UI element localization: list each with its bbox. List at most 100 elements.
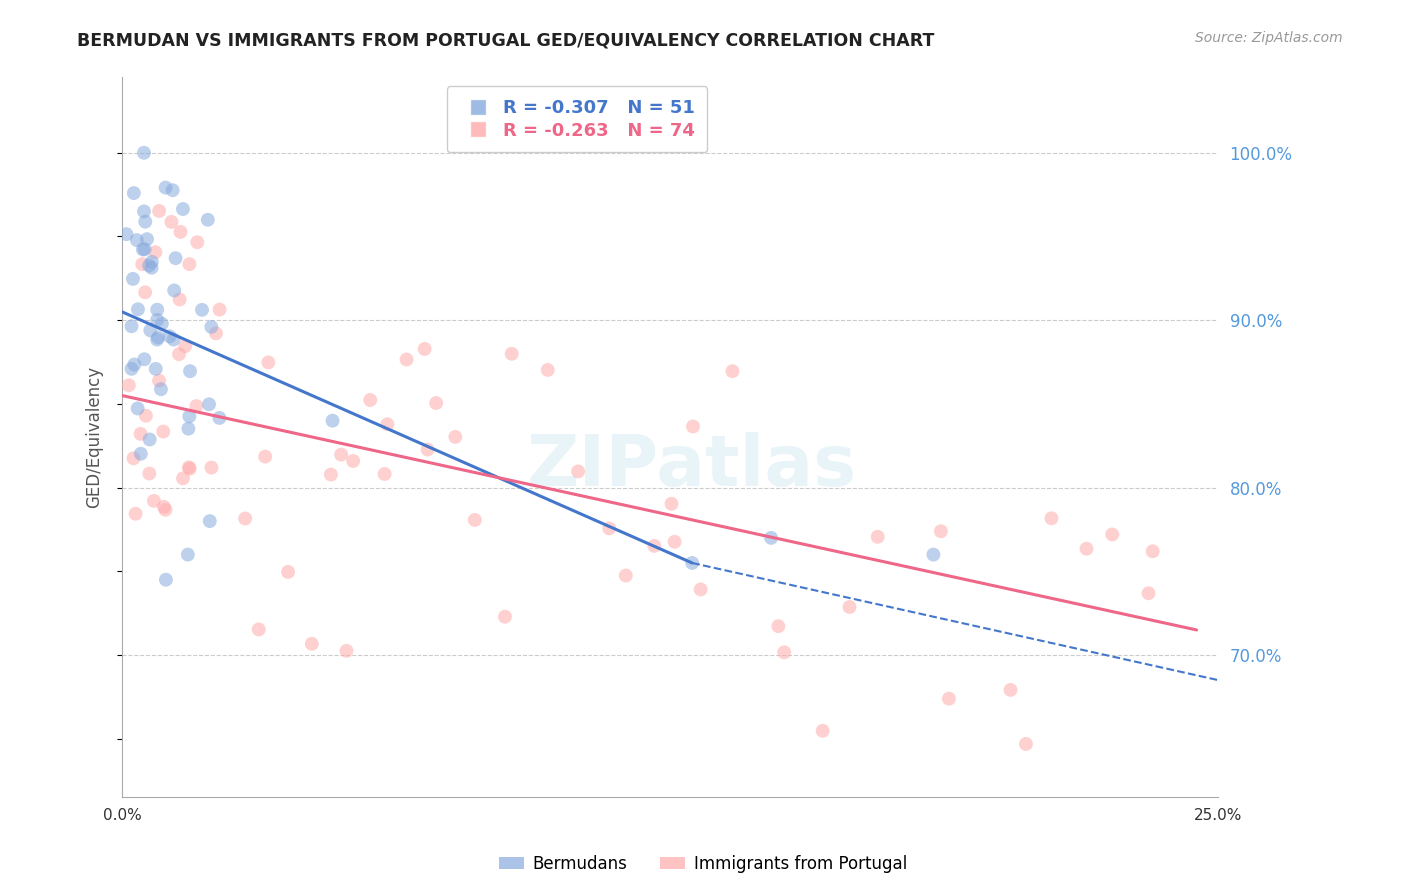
Point (922, 548, 945, 562)
Point (172, 471, 194, 485)
Point (138, 467, 160, 481)
Point (121, 319, 143, 334)
Point (148, 374, 170, 388)
Point (155, 573, 177, 587)
Point (322, 414, 344, 428)
Point (759, 531, 782, 545)
Point (838, 599, 860, 614)
Point (689, 582, 711, 597)
Legend: Bermudans, Immigrants from Portugal: Bermudans, Immigrants from Portugal (492, 848, 914, 880)
Point (200, 460, 222, 475)
Point (501, 347, 523, 361)
Point (395, 352, 418, 367)
Point (247, 623, 270, 637)
Point (127, 401, 149, 416)
Point (811, 723, 834, 738)
Point (866, 530, 889, 544)
Point (342, 454, 364, 468)
Point (146, 302, 169, 317)
Point (127, 302, 149, 317)
Point (186, 235, 208, 250)
Point (494, 609, 516, 624)
Point (598, 521, 620, 535)
Point (721, 364, 744, 378)
Point (131, 257, 153, 271)
Point (142, 494, 165, 508)
Point (122, 451, 145, 466)
Point (208, 302, 231, 317)
Point (124, 358, 146, 372)
Point (132, 204, 155, 219)
Point (257, 355, 280, 369)
Point (179, 409, 201, 424)
Point (125, 233, 148, 247)
Point (1040, 511, 1063, 525)
Point (567, 465, 589, 479)
Legend: R = -0.307   N = 51, R = -0.263   N = 74: R = -0.307 N = 51, R = -0.263 N = 74 (447, 87, 707, 153)
Point (177, 460, 200, 475)
Point (200, 319, 222, 334)
Point (155, 180, 177, 194)
Point (537, 363, 560, 377)
Point (162, 333, 184, 347)
Point (132, 243, 155, 257)
Point (152, 425, 174, 439)
Point (165, 251, 187, 265)
Point (138, 259, 160, 273)
Text: Source: ZipAtlas.com: Source: ZipAtlas.com (1195, 31, 1343, 45)
Point (277, 565, 299, 579)
Point (682, 419, 704, 434)
Point (129, 426, 152, 441)
Point (1142, 544, 1164, 558)
Point (135, 409, 157, 423)
Point (174, 339, 197, 353)
Point (153, 500, 176, 514)
Point (145, 362, 167, 376)
Point (1137, 586, 1160, 600)
Point (163, 284, 186, 298)
Point (179, 257, 201, 271)
Point (121, 361, 143, 376)
Point (172, 202, 194, 216)
Point (159, 329, 181, 343)
Point (643, 539, 665, 553)
Point (132, 145, 155, 160)
Text: BERMUDAN VS IMMIGRANTS FROM PORTUGAL GED/EQUIVALENCY CORRELATION CHART: BERMUDAN VS IMMIGRANTS FROM PORTUGAL GED… (77, 31, 935, 49)
Point (122, 186, 145, 200)
Point (148, 203, 170, 218)
Point (198, 514, 221, 528)
Point (169, 293, 191, 307)
Point (1076, 541, 1098, 556)
Point (145, 245, 167, 260)
Point (208, 411, 231, 425)
Point (136, 232, 159, 246)
Point (301, 637, 323, 651)
Point (139, 323, 162, 337)
Point (138, 433, 160, 447)
Point (134, 242, 156, 256)
Text: ZIPatlas: ZIPatlas (527, 432, 858, 500)
Point (205, 326, 228, 341)
Point (319, 467, 342, 482)
Point (134, 215, 156, 229)
Point (359, 392, 381, 407)
Point (254, 450, 277, 464)
Point (186, 399, 208, 413)
Point (197, 212, 219, 227)
Point (177, 548, 200, 562)
Point (134, 285, 156, 300)
Point (425, 396, 447, 410)
Point (768, 619, 790, 633)
Point (444, 430, 467, 444)
Point (374, 467, 396, 481)
Point (122, 272, 145, 286)
Point (1015, 737, 1038, 751)
Point (146, 313, 169, 327)
Point (160, 215, 183, 229)
Point (146, 330, 169, 344)
Point (773, 645, 796, 659)
Point (129, 447, 152, 461)
Point (179, 364, 201, 378)
Point (118, 378, 141, 392)
Point (1101, 527, 1123, 541)
